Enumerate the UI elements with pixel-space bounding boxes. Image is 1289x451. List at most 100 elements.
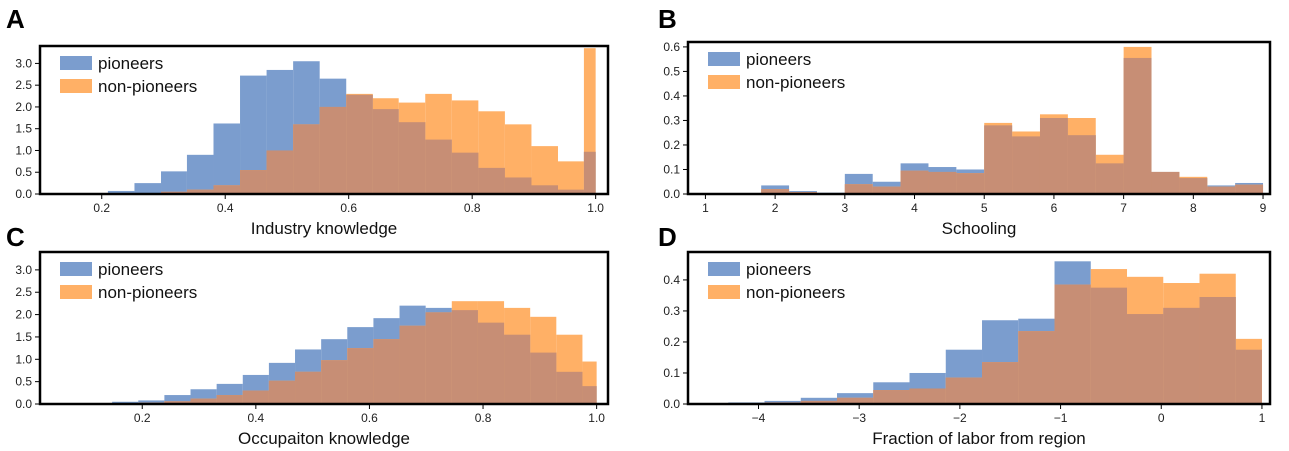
bar-b-overlap-5 — [844, 184, 873, 194]
bar-c-overlap-9 — [347, 348, 374, 404]
bar-a-overlap-8 — [319, 106, 347, 194]
bar-a-pioneers-3 — [186, 154, 214, 194]
bar-d-overlap-12 — [1163, 307, 1200, 404]
bar-c-pioneers-2 — [164, 395, 191, 404]
bar-d-overlap-8 — [1018, 331, 1055, 404]
plot-frame-a — [38, 44, 610, 196]
y-axis-a: 0.0 0.5 1.0 1.5 2.0 2.5 3.0 — [15, 56, 40, 201]
x-tick-label-d-2: −2 — [953, 411, 967, 425]
y-tick-label-a-0: 0.0 — [15, 187, 32, 201]
x-axis-a: 0.2 0.4 0.6 0.8 1.0 — [93, 194, 604, 215]
bar-d-overlap-9 — [1054, 284, 1091, 404]
bar-d-overlap-2 — [800, 400, 838, 404]
bar-a-pioneers-1 — [134, 183, 162, 194]
y-tick-label-a-2: 1.0 — [15, 143, 32, 157]
x-tick-label-b-4: 5 — [981, 201, 988, 215]
bar-c-overlap-6 — [268, 380, 296, 404]
bar-b-overlap-13 — [1067, 135, 1096, 194]
bar-c-overlap-16 — [530, 352, 557, 404]
x-axis-c: 0.2 0.4 0.6 0.8 1.0 — [134, 404, 605, 425]
legend-swatch-a-pioneers — [60, 56, 92, 70]
plot-frame-d — [686, 250, 1272, 406]
panel-label-c: C — [6, 222, 25, 252]
x-tick-label-a-3: 0.8 — [464, 201, 481, 215]
legend-b: pioneers non-pioneers — [708, 50, 845, 92]
bar-a-non-pioneers-18 — [583, 48, 596, 195]
bar-a-overlap-14 — [478, 167, 505, 194]
bar-a-overlap-7 — [293, 124, 320, 194]
bar-a-overlap-3 — [186, 189, 214, 194]
y-tick-label-d-1: 0.1 — [663, 366, 680, 380]
y-tick-label-b-1: 0.1 — [663, 162, 680, 176]
x-tick-label-d-3: −1 — [1054, 411, 1068, 425]
plot-frame-b — [686, 40, 1272, 196]
y-tick-label-c-6: 3.0 — [15, 263, 32, 277]
bar-c-overlap-4 — [216, 395, 243, 404]
bar-a-overlap-11 — [398, 122, 426, 194]
x-tick-label-b-5: 6 — [1051, 201, 1058, 215]
bar-b-overlap-18 — [1207, 186, 1236, 194]
x-tick-label-c-4: 1.0 — [588, 411, 605, 425]
bar-b-overlap-12 — [1039, 118, 1068, 194]
x-tick-label-d-1: −3 — [852, 411, 866, 425]
x-axis-label-b: Schooling — [942, 219, 1017, 238]
y-tick-label-a-3: 1.5 — [15, 122, 32, 136]
x-tick-label-b-8: 9 — [1260, 201, 1267, 215]
bar-a-overlap-17 — [557, 189, 584, 194]
y-tick-label-b-6: 0.6 — [663, 40, 680, 54]
bar-d-overlap-7 — [982, 362, 1019, 404]
bar-a-pioneers-2 — [161, 171, 187, 194]
overlap-bars — [112, 310, 597, 404]
y-tick-label-d-2: 0.2 — [663, 335, 680, 349]
bar-d-overlap-4 — [873, 390, 910, 404]
bar-a-overlap-15 — [504, 177, 532, 194]
y-axis-c: 0.0 0.5 1.0 1.5 2.0 2.5 3.0 — [15, 263, 40, 411]
x-tick-label-d-4: 0 — [1158, 411, 1165, 425]
bar-a-overlap-13 — [451, 152, 479, 194]
x-tick-label-b-7: 8 — [1190, 201, 1197, 215]
legend-swatch-d-pioneers — [708, 262, 740, 276]
y-tick-label-d-0: 0.0 — [663, 397, 680, 411]
bar-a-overlap-4 — [213, 185, 241, 194]
legend-label-c-pioneers: pioneers — [98, 260, 163, 279]
x-tick-label-b-1: 2 — [772, 201, 779, 215]
bar-a-overlap-12 — [425, 139, 452, 194]
bar-a-overlap-9 — [346, 94, 373, 194]
legend-label-d-pioneers: pioneers — [746, 260, 811, 279]
legend-label-b-non-pioneers: non-pioneers — [746, 73, 845, 92]
x-tick-label-c-3: 0.8 — [475, 411, 492, 425]
y-tick-label-d-4: 0.4 — [663, 273, 680, 287]
bar-a-pioneers-4 — [213, 123, 241, 194]
x-tick-label-b-6: 7 — [1120, 201, 1127, 215]
bar-a-overlap-16 — [531, 185, 558, 194]
x-tick-label-b-0: 1 — [702, 201, 709, 215]
x-tick-label-d-5: 1 — [1259, 411, 1266, 425]
legend-label-d-non-pioneers: non-pioneers — [746, 283, 845, 302]
bar-a-overlap-18 — [583, 151, 596, 194]
legend-label-a-non-pioneers: non-pioneers — [98, 77, 197, 96]
y-tick-label-a-6: 3.0 — [15, 56, 32, 70]
x-axis-label-d: Fraction of labor from region — [872, 429, 1086, 448]
x-tick-label-c-0: 0.2 — [134, 411, 151, 425]
bar-b-overlap-2 — [761, 189, 790, 194]
legend-swatch-c-non-pioneers — [60, 285, 92, 299]
bar-d-overlap-14 — [1235, 349, 1262, 404]
x-tick-label-a-0: 0.2 — [93, 201, 110, 215]
bar-b-overlap-7 — [900, 170, 929, 194]
legend-label-a-pioneers: pioneers — [98, 54, 163, 73]
bar-a-pioneers-0 — [107, 190, 135, 194]
legend-swatch-a-non-pioneers — [60, 79, 92, 93]
bar-c-overlap-5 — [242, 390, 269, 404]
x-tick-label-a-1: 0.4 — [217, 201, 234, 215]
x-axis-label-c: Occupaiton knowledge — [238, 429, 410, 448]
legend-d: pioneers non-pioneers — [708, 260, 845, 302]
bar-c-pioneers-1 — [138, 400, 165, 404]
bar-d-overlap-6 — [945, 377, 983, 404]
y-tick-label-a-4: 2.0 — [15, 100, 32, 114]
y-tick-label-c-2: 1.0 — [15, 352, 32, 366]
bar-b-overlap-9 — [956, 173, 985, 194]
bar-c-overlap-2 — [164, 401, 191, 404]
y-tick-label-c-1: 0.5 — [15, 375, 32, 389]
x-tick-label-d-0: −4 — [752, 411, 766, 425]
